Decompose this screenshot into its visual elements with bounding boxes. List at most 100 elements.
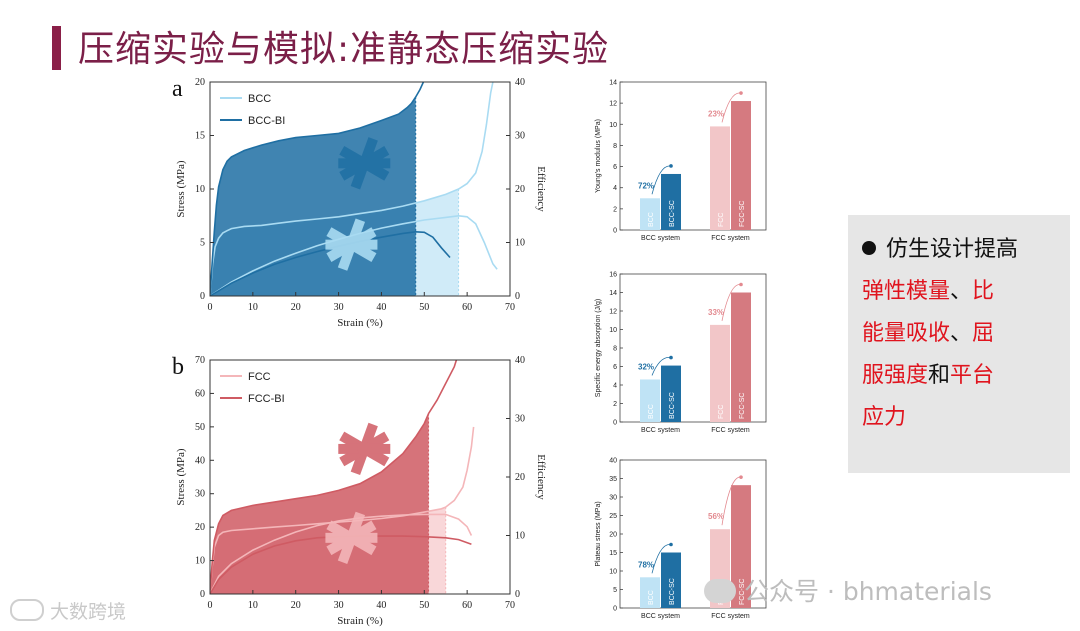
y-axis-label: Young's modulus (MPa) (595, 119, 602, 193)
y2-tick-label: 10 (515, 531, 525, 542)
y-tick-label: 30 (609, 495, 617, 502)
x-tick-label: 40 (376, 600, 386, 611)
y-tick-label: 0 (200, 589, 205, 600)
conclusion-box: 仿生设计提高 弹性模量、比 能量吸收、屈 服强度和平台 应力 (848, 215, 1070, 473)
highlight-yield-1: 屈 (972, 321, 995, 346)
x-axis-label: Strain (%) (337, 317, 383, 329)
x-tick-label: 0 (208, 302, 213, 313)
increase-arrow (721, 476, 742, 526)
y-tick-label: 70 (195, 355, 205, 366)
x-tick-label: 10 (248, 600, 258, 611)
y-tick-label: 16 (609, 272, 617, 279)
y2-tick-label: 40 (515, 355, 525, 366)
y-tick-label: 0 (200, 291, 205, 302)
y-axis-label: Stress (MPa) (175, 160, 187, 217)
panel-label: b (172, 354, 184, 380)
group-label: FCC system (711, 427, 750, 434)
y-tick-label: 40 (195, 455, 205, 466)
bar-label: BCC (648, 212, 655, 227)
bar (710, 126, 730, 230)
increase-arrow (651, 165, 672, 195)
increase-annotation: 56% (708, 512, 724, 521)
separator: 、 (950, 279, 973, 304)
increase-annotation: 78% (638, 560, 654, 569)
x-tick-label: 10 (248, 302, 258, 313)
watermark-left: 大数跨境 (10, 597, 126, 624)
y2-tick-label: 30 (515, 414, 525, 425)
watermark-left-text: 大数跨境 (50, 601, 127, 623)
bar (640, 198, 660, 230)
y2-axis-label: Efficiency (535, 166, 547, 212)
legend-entry: BCC-BI (248, 115, 285, 127)
group-label: FCC system (711, 613, 750, 620)
increase-annotation: 32% (638, 362, 654, 371)
y-tick-label: 20 (195, 522, 205, 533)
legend-entry: FCC-BI (248, 393, 285, 405)
lattice-icon-light (325, 511, 378, 564)
bar-label: FCC-SC (739, 393, 746, 419)
arrow-head-icon (739, 475, 743, 479)
conclusion-line1: 仿生设计提高 (886, 237, 1019, 262)
y-tick-label: 10 (609, 569, 617, 576)
bar (731, 292, 751, 422)
y-tick-label: 10 (195, 184, 205, 195)
y-tick-label: 12 (609, 101, 617, 108)
arrow-head-icon (669, 355, 673, 360)
x-tick-label: 30 (334, 302, 344, 313)
arrow-head-icon (739, 282, 743, 287)
group-label: FCC system (711, 235, 750, 242)
series-line-bcc-efficiency (210, 214, 498, 296)
bar-label: FCC-SC (739, 579, 746, 605)
y-tick-label: 15 (609, 550, 617, 557)
x-tick-label: 70 (505, 302, 515, 313)
series-line-fcc-efficiency (210, 513, 473, 594)
y2-tick-label: 30 (515, 131, 525, 142)
y-tick-label: 60 (195, 388, 205, 399)
highlight-plateau-2: 应力 (862, 405, 907, 430)
plot-frame (619, 81, 767, 231)
y-tick-label: 30 (195, 489, 205, 500)
bar-label: BCC-SC (669, 392, 676, 419)
y2-tick-label: 40 (515, 77, 525, 88)
bar (710, 324, 730, 422)
y2-tick-label: 20 (515, 472, 525, 483)
increase-arrow (651, 357, 672, 376)
increase-arrow (721, 92, 742, 123)
lattice-icon-light (325, 218, 378, 271)
highlight-energy-absorption: 能量吸收 (862, 321, 951, 346)
y-tick-label: 8 (613, 346, 617, 353)
x-tick-label: 40 (376, 302, 386, 313)
y2-axis-label: Efficiency (535, 454, 547, 500)
title-accent-bar (52, 26, 61, 70)
bar (661, 552, 681, 608)
increase-arrow (721, 284, 742, 321)
y-tick-label: 20 (609, 532, 617, 539)
bar-label: BCC (648, 404, 655, 419)
y-tick-label: 2 (613, 206, 617, 213)
bar-label: FCC (718, 405, 725, 419)
y-tick-label: 25 (609, 513, 617, 520)
y-tick-label: 14 (609, 80, 617, 87)
series-line-fcc-bi (210, 360, 458, 594)
bar (640, 577, 660, 608)
y-tick-label: 6 (613, 364, 617, 371)
arrow-head-icon (669, 542, 673, 547)
panel-label: a (172, 76, 183, 102)
y-tick-label: 20 (195, 77, 205, 88)
x-tick-label: 20 (291, 600, 301, 611)
highlight-plateau-1: 平台 (950, 363, 995, 388)
y-axis-label: Specific energy absorption (J/g) (595, 299, 602, 397)
watermark-right: 公众号 · bhmaterials (704, 572, 992, 608)
y-tick-label: 12 (609, 309, 617, 316)
bar (661, 173, 681, 230)
lattice-icon-dark (338, 422, 391, 476)
bar-label: FCC-SC (739, 201, 746, 227)
group-label: BCC system (641, 613, 680, 620)
x-tick-label: 50 (419, 600, 429, 611)
y-tick-label: 35 (609, 476, 617, 483)
bar (731, 485, 751, 608)
x-tick-label: 50 (419, 302, 429, 313)
lattice-node (357, 156, 372, 171)
y-tick-label: 0 (613, 420, 617, 427)
